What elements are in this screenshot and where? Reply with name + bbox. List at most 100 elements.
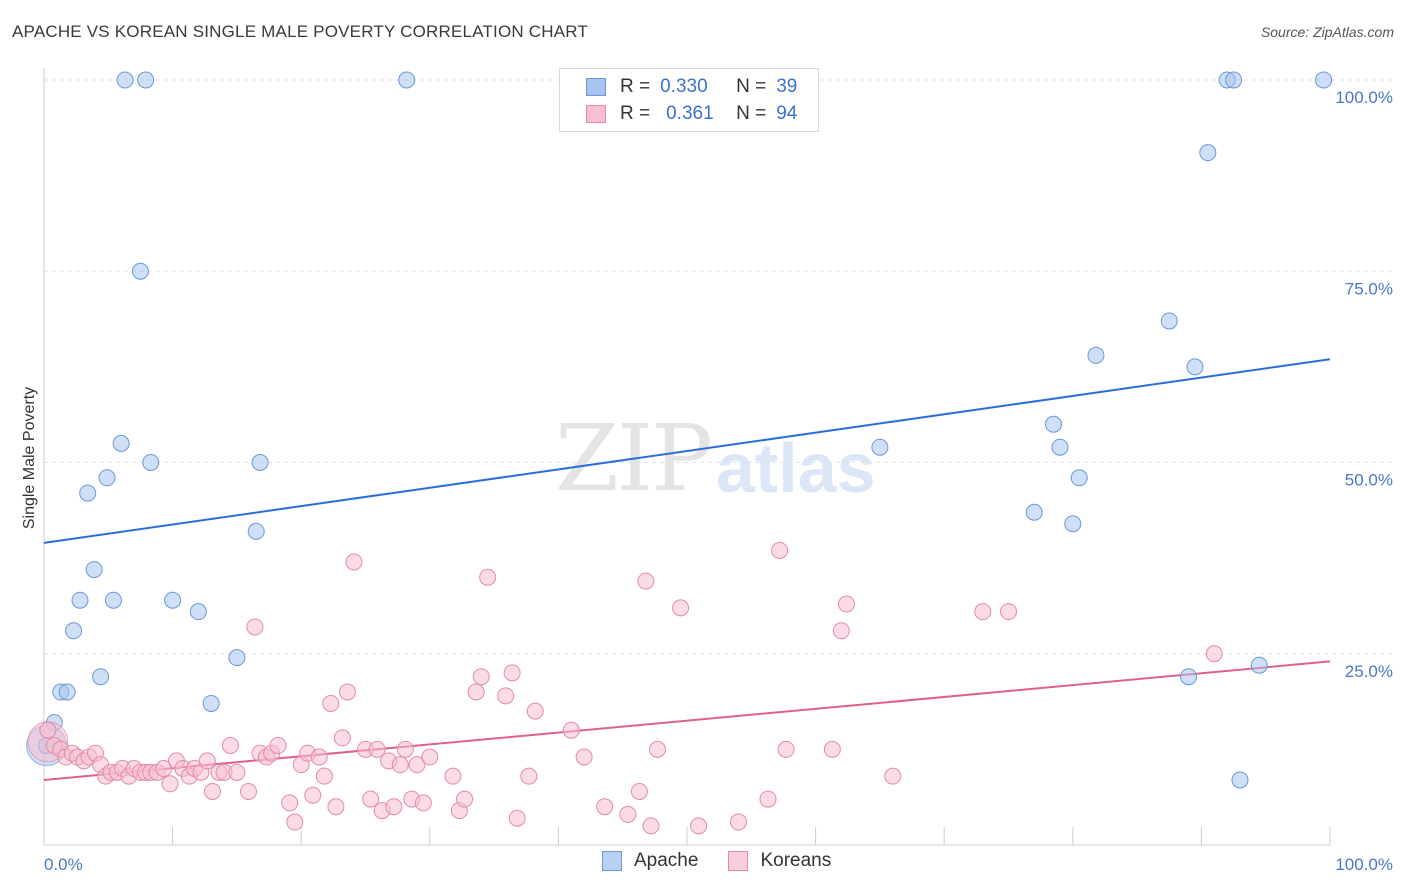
data-point-koreans: [837, 595, 855, 613]
x-tick-label: 100.0%: [1335, 855, 1393, 874]
data-point-koreans: [648, 740, 666, 758]
data-point-apache: [142, 454, 160, 471]
data-point-koreans: [479, 568, 497, 586]
legend-label-koreans: Koreans: [760, 850, 832, 871]
data-point-koreans: [161, 775, 179, 793]
data-point-koreans: [198, 752, 216, 770]
y-tick-label: 100.0%: [1335, 88, 1393, 107]
data-point-apache: [1160, 312, 1178, 330]
data-point-apache: [1051, 438, 1069, 456]
legend-label-apache: Apache: [634, 850, 699, 871]
data-point-apache: [1064, 515, 1082, 533]
data-point-apache: [1250, 656, 1268, 674]
data-point-koreans: [396, 740, 414, 758]
data-point-apache: [98, 469, 116, 487]
data-point-koreans: [759, 790, 777, 808]
data-point-apache: [79, 484, 97, 502]
data-point-koreans: [777, 740, 795, 758]
data-point-koreans: [39, 721, 57, 739]
data-point-koreans: [456, 790, 474, 808]
x-tick-label: 0.0%: [44, 855, 83, 874]
watermark-atlas: atlas: [716, 429, 876, 507]
legend-swatch-koreans: [728, 851, 749, 871]
data-point-koreans: [974, 603, 992, 621]
legend-n-label: N =: [736, 103, 767, 124]
data-point-koreans: [771, 541, 789, 559]
data-point-koreans: [637, 572, 655, 590]
data-point-apache: [228, 649, 246, 667]
data-point-koreans: [333, 729, 351, 747]
data-point-koreans: [345, 553, 363, 571]
data-point-koreans: [286, 813, 304, 831]
data-point-koreans: [239, 782, 257, 800]
data-point-apache: [1025, 503, 1043, 521]
data-point-koreans: [497, 687, 515, 705]
legend-r-value: 0.330: [660, 76, 708, 97]
legend-row-koreans: R = 0.361 N = 94: [586, 102, 797, 126]
data-point-koreans: [246, 618, 264, 636]
data-point-apache: [1070, 469, 1088, 487]
data-point-koreans: [562, 721, 580, 739]
legend-item-apache[interactable]: Apache: [602, 850, 698, 872]
data-point-koreans: [421, 748, 439, 766]
data-point-apache: [137, 71, 155, 89]
data-point-apache: [65, 622, 83, 640]
data-point-apache: [398, 71, 416, 89]
data-point-apache: [116, 71, 134, 89]
data-point-koreans: [526, 702, 544, 720]
legend-n-value: 39: [776, 76, 798, 97]
data-point-koreans: [414, 794, 432, 812]
data-point-apache: [1231, 771, 1249, 789]
legend-r-value: 0.361: [666, 103, 714, 124]
data-point-apache: [71, 591, 89, 609]
data-point-apache: [85, 561, 103, 579]
data-point-koreans: [362, 790, 380, 808]
trend-line-apache: [43, 358, 1331, 544]
y-tick-label: 75.0%: [1345, 279, 1393, 298]
legend-n-label: N =: [736, 76, 767, 97]
data-point-apache: [58, 683, 76, 701]
data-point-apache: [251, 454, 269, 471]
legend-r-label: R =: [620, 103, 651, 124]
data-point-koreans: [391, 756, 409, 774]
data-point-koreans: [1205, 645, 1223, 663]
legend-item-koreans[interactable]: Koreans: [728, 850, 831, 872]
data-point-koreans: [503, 664, 521, 682]
data-points: [26, 71, 1333, 835]
data-point-koreans: [884, 767, 902, 785]
legend-row-apache: R = 0.330 N = 39: [586, 75, 797, 99]
data-point-apache: [1225, 71, 1243, 89]
data-point-apache: [92, 668, 110, 686]
data-point-apache: [247, 522, 265, 540]
data-point-apache: [189, 603, 207, 621]
data-point-koreans: [823, 740, 841, 758]
data-point-apache: [1087, 346, 1105, 364]
data-point-koreans: [1000, 603, 1017, 621]
data-point-apache: [1180, 668, 1198, 686]
data-point-koreans: [269, 737, 287, 755]
correlation-legend: R = 0.330 N = 39 R = 0.361 N = 94: [559, 68, 819, 132]
data-point-koreans: [520, 767, 538, 785]
data-point-apache: [871, 438, 889, 456]
data-point-apache: [1199, 144, 1217, 162]
data-point-koreans: [672, 599, 690, 617]
legend-swatch-apache: [602, 851, 622, 871]
y-tick-label: 25.0%: [1345, 662, 1393, 681]
data-point-apache: [104, 591, 122, 609]
legend-n-value: 94: [776, 103, 798, 124]
legend-r-label: R =: [620, 76, 651, 97]
data-point-koreans: [630, 782, 648, 800]
data-point-koreans: [203, 782, 221, 800]
data-point-koreans: [832, 622, 850, 640]
legend-swatch-apache: [586, 78, 606, 96]
data-point-koreans: [619, 805, 637, 823]
trend-line-koreans: [43, 660, 1331, 781]
data-point-koreans: [508, 809, 526, 827]
data-point-koreans: [729, 813, 747, 831]
data-point-koreans: [155, 760, 173, 777]
data-point-koreans: [444, 767, 462, 785]
data-point-koreans: [281, 794, 299, 812]
data-point-apache: [202, 694, 220, 712]
data-point-apache: [164, 591, 182, 609]
